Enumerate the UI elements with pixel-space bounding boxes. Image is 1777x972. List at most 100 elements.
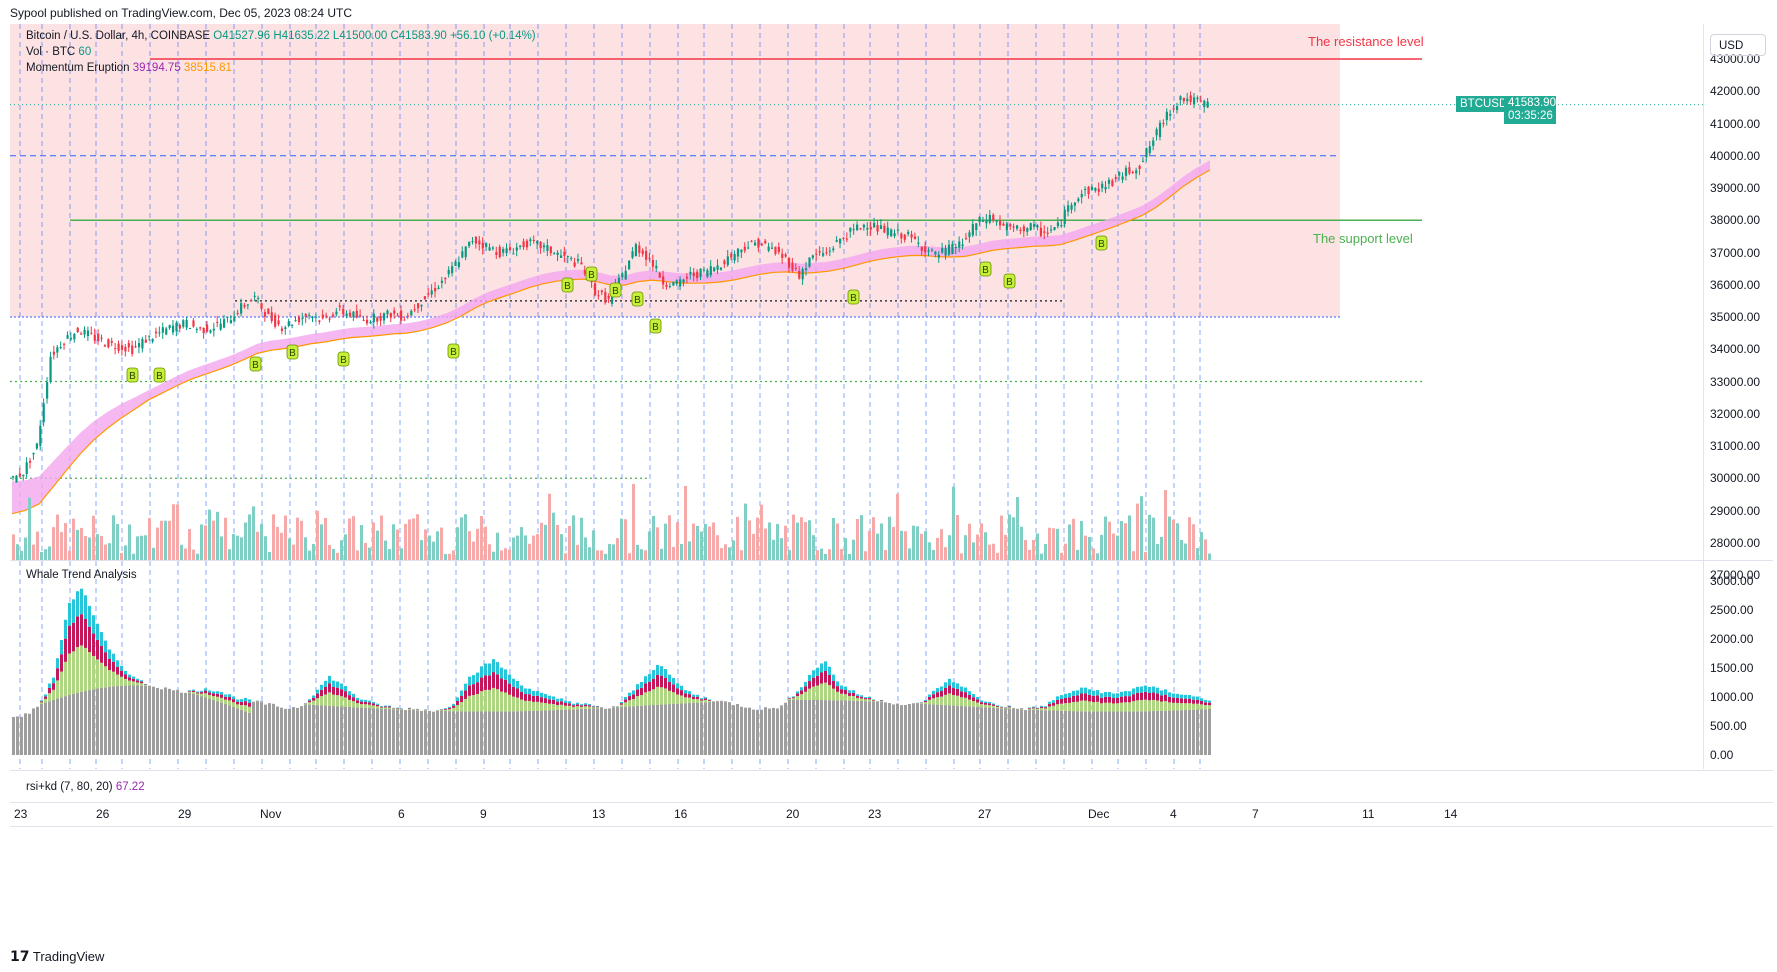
candle-body	[536, 240, 539, 244]
currency-button[interactable]: USD	[1710, 34, 1766, 56]
candle-body	[1043, 231, 1046, 233]
volume-bar	[656, 527, 659, 560]
volume-bar	[452, 550, 455, 560]
whale-chart[interactable]	[10, 561, 1703, 769]
whale-title[interactable]: Whale Trend Analysis	[26, 569, 137, 581]
whale-bar-base	[108, 686, 111, 755]
whale-bar-green	[492, 687, 495, 712]
whale-bar-cyan	[504, 669, 507, 680]
whale-bar-cyan	[232, 696, 235, 700]
volume-bar	[488, 544, 491, 560]
whale-bar-green	[928, 699, 931, 705]
whale-bar-green	[116, 674, 119, 687]
whale-axis[interactable]: 3000.00 2500.00 2000.00 1500.00 1000.00 500.0…	[1703, 561, 1774, 769]
volume-bar	[1112, 533, 1115, 560]
whale-bar-base	[816, 700, 819, 755]
volume-bar	[652, 516, 655, 560]
buy-signal-marker: B	[609, 282, 622, 298]
whale-bar-base	[920, 703, 923, 755]
whale-bar-cyan	[1076, 690, 1079, 696]
panel-divider[interactable]	[10, 802, 1773, 803]
candle-body	[338, 305, 341, 308]
volume-bar	[140, 535, 143, 560]
candle-body	[396, 315, 399, 317]
whale-bar-cyan	[72, 599, 75, 623]
whale-bar-base	[840, 700, 843, 755]
rsi-panel[interactable]: rsi+kd (7, 80, 20) 67.22	[10, 771, 1703, 801]
candle-body	[961, 244, 964, 247]
whale-bar-cyan	[356, 697, 359, 701]
whale-panel[interactable]: Whale Trend Analysis	[10, 561, 1703, 769]
whale-bar-base	[80, 691, 83, 755]
whale-bar-base	[208, 698, 211, 755]
whale-bar-cyan	[972, 694, 975, 698]
whale-bar-cyan	[1100, 693, 1103, 698]
buy-signal-text: B	[588, 270, 595, 281]
whale-bar-green	[848, 695, 851, 701]
whale-bar-red	[112, 661, 115, 672]
whale-bar-cyan	[524, 688, 527, 695]
time-axis[interactable]: 23 26 29 Nov 6 9 13 16 20 23 27 Dec 4 7 11 14	[10, 803, 1703, 825]
whale-bar-red	[848, 692, 851, 696]
whale-bar-base	[216, 701, 219, 755]
whale-bar-green	[676, 694, 679, 704]
whale-bar-green	[1092, 702, 1095, 712]
whale-bar-green	[1196, 703, 1199, 710]
whale-bar-red	[120, 670, 123, 677]
whale-bar-green	[228, 700, 231, 706]
candle-body	[689, 271, 692, 275]
whale-bar-red	[1208, 702, 1211, 706]
whale-bar-base	[1100, 711, 1103, 755]
volume-bar	[1092, 548, 1095, 560]
whale-bar-cyan	[216, 691, 219, 694]
whale-bar-red	[440, 709, 443, 711]
whale-bar-cyan	[248, 699, 251, 703]
whale-bar-cyan	[680, 685, 683, 691]
whale-bar-cyan	[596, 705, 599, 707]
candle-body	[406, 315, 409, 317]
whale-bar-base	[700, 702, 703, 755]
whale-bar-red	[1172, 697, 1175, 703]
volume-bar	[376, 530, 379, 560]
indicator-name[interactable]: Momentum Eruption	[26, 62, 130, 74]
symbol-line[interactable]: Bitcoin / U.S. Dollar, 4h, COINBASE	[26, 30, 211, 42]
candle-body	[481, 243, 484, 249]
whale-bar-base	[620, 706, 623, 755]
whale-bar-green	[376, 706, 379, 709]
whale-bar-cyan	[1164, 689, 1167, 695]
panel-divider[interactable]	[10, 770, 1773, 771]
panel-divider[interactable]	[10, 560, 1773, 561]
candle-body	[542, 245, 546, 248]
volume-bar	[532, 535, 535, 560]
buy-signal-text: B	[652, 322, 659, 333]
buy-signal-text: B	[156, 371, 163, 382]
buy-signal-badge	[1095, 235, 1108, 251]
whale-bar-green	[944, 694, 947, 706]
whale-bar-green	[1096, 701, 1099, 712]
candle-body	[941, 248, 944, 253]
whale-bar-red	[196, 692, 199, 694]
volume-bar	[748, 520, 751, 560]
whale-bar-base	[1032, 709, 1035, 755]
whale-bar-base	[228, 705, 231, 755]
volume-bar	[312, 543, 315, 560]
whale-bar-base	[1020, 709, 1023, 755]
candle-body	[699, 268, 702, 277]
whale-bar-red	[704, 698, 707, 700]
candle-body	[352, 311, 355, 318]
whale-bar-red	[668, 681, 671, 691]
price-axis[interactable]: 43000.00 42000.00 41000.00 40000.00 39000.00…	[1703, 24, 1774, 582]
candle-body	[607, 295, 610, 299]
whale-bar-red	[996, 705, 999, 707]
volume-label[interactable]: Vol · BTC	[26, 46, 76, 58]
candle-body	[873, 222, 876, 228]
whale-bar-cyan	[312, 695, 315, 698]
whale-bar-green	[440, 710, 443, 711]
whale-bar-red	[1104, 696, 1107, 703]
whale-bar-green	[960, 697, 963, 707]
whale-bar-green	[984, 704, 987, 708]
whale-bar-base	[380, 708, 383, 755]
rsi-label[interactable]: rsi+kd (7, 80, 20)	[26, 781, 113, 793]
